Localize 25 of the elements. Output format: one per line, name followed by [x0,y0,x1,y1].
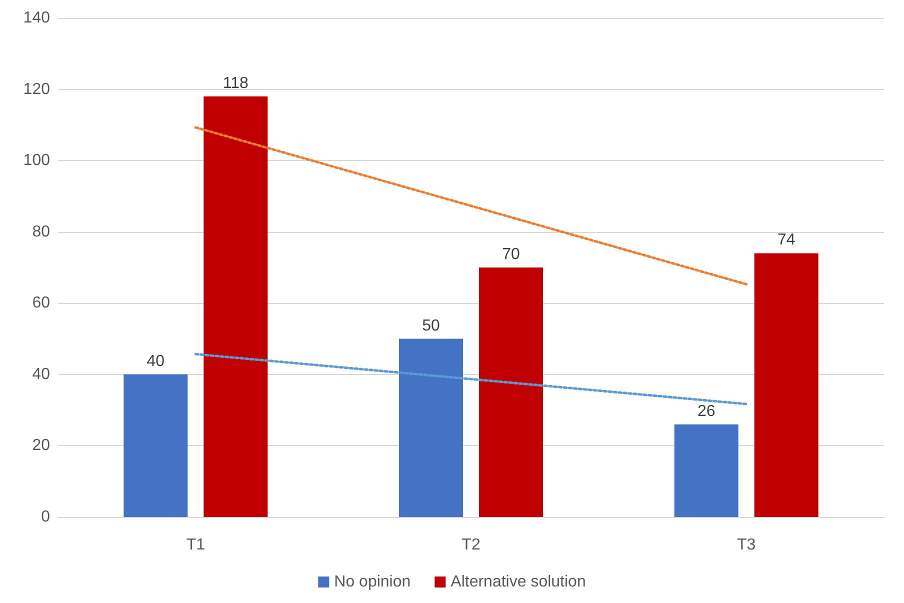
y-tick-label: 40 [32,366,50,383]
bar [399,338,463,517]
y-tick-label: 0 [41,508,50,526]
bar [479,268,543,517]
bar [124,374,188,517]
data-label: 70 [502,246,520,263]
y-tick-label: 80 [32,223,50,240]
data-label: 50 [422,317,440,334]
data-label: 40 [146,352,165,370]
x-tick-label: T2 [462,536,480,554]
y-tick-label: 100 [23,152,50,170]
data-label: 26 [697,402,716,420]
y-tick-label: 20 [32,437,50,454]
y-tick-label: 140 [23,10,50,26]
data-label: 118 [222,74,249,92]
data-label: 74 [777,232,796,249]
y-tick-label: 120 [23,80,50,98]
x-tick-label: T1 [186,536,206,554]
bar [204,96,268,517]
y-tick-label: 60 [32,294,50,312]
legend-label: Alternative solution [450,574,586,590]
bar [674,424,738,517]
bar [754,253,818,517]
legend-label: No opinion [334,574,411,590]
x-tick-label: T3 [736,536,756,554]
